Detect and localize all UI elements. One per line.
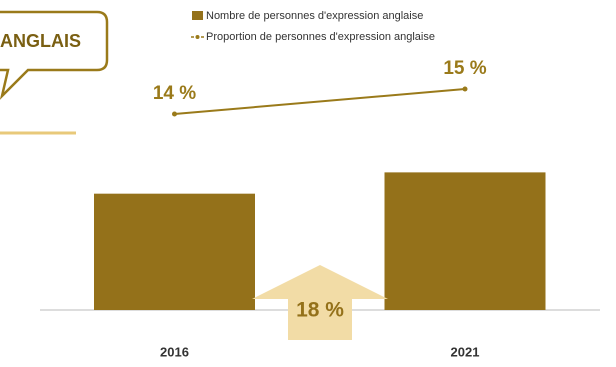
speech-bubble (0, 10, 109, 100)
legend-label: Proportion de personnes d'expression ang… (206, 31, 435, 43)
bar (94, 193, 255, 310)
data-label: 14 % (153, 83, 196, 104)
data-label: 53 800 (145, 309, 203, 330)
bubble-label: ANGLAIS (0, 31, 81, 51)
legend-label: Nombre de personnes d'expression anglais… (206, 10, 423, 22)
increase-arrow (252, 265, 388, 340)
line (174, 88, 466, 115)
x-tick-label: 2021 (451, 344, 480, 359)
annotation: 18 % (296, 299, 344, 322)
legend-swatch (192, 11, 203, 20)
legend-marker (195, 35, 200, 39)
line-point (462, 86, 468, 92)
x-tick-label: 2016 (160, 344, 189, 359)
data-label: 63 650 (436, 309, 494, 330)
bar (384, 172, 546, 310)
line-point (172, 111, 177, 117)
data-label: 15 % (443, 58, 486, 79)
